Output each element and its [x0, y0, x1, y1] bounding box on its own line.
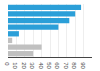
svg-text:90: 90 — [80, 62, 86, 69]
svg-text:10: 10 — [12, 62, 18, 69]
svg-text:50: 50 — [46, 62, 52, 69]
svg-text:20: 20 — [21, 62, 27, 69]
svg-text:80: 80 — [71, 62, 77, 69]
svg-text:70: 70 — [63, 62, 69, 69]
svg-text:30: 30 — [29, 62, 35, 69]
svg-text:40: 40 — [38, 62, 44, 69]
svg-text:60: 60 — [54, 62, 60, 69]
svg-text:0: 0 — [4, 62, 10, 66]
